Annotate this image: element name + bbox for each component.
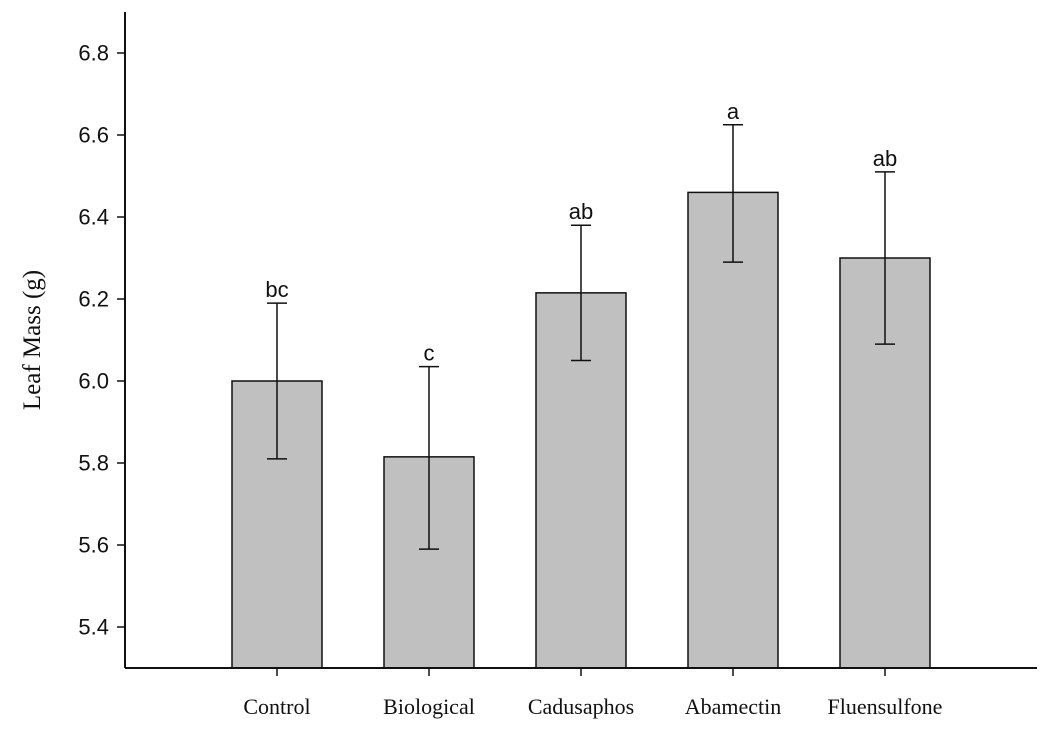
x-ticks-group: Control Biological Cadusaphos Abamectin Flue… <box>243 668 942 719</box>
y-tick-label: 6.4 <box>78 205 109 230</box>
significance-labels-group: bc c ab a ab <box>265 99 897 366</box>
significance-label-biological: c <box>424 341 435 366</box>
significance-label-abamectin: a <box>727 99 740 124</box>
error-bars-group <box>267 124 895 550</box>
y-ticks-group: 5.4 5.6 5.8 6.0 6.2 6.4 6.6 6.8 <box>78 41 125 640</box>
y-tick-label: 6.6 <box>78 123 109 148</box>
x-tick-label-control: Control <box>243 694 310 719</box>
y-tick-label: 5.6 <box>78 533 109 558</box>
significance-label-fluensulfone: ab <box>873 146 897 171</box>
y-tick-label: 5.4 <box>78 615 109 640</box>
x-tick-label-fluensulfone: Fluensulfone <box>828 694 943 719</box>
x-tick-label-biological: Biological <box>383 694 475 719</box>
x-tick-label-cadusaphos: Cadusaphos <box>528 694 634 719</box>
x-tick-label-abamectin: Abamectin <box>685 694 782 719</box>
y-tick-label: 6.2 <box>78 287 109 312</box>
y-tick-label: 5.8 <box>78 451 109 476</box>
y-tick-label: 6.8 <box>78 41 109 66</box>
significance-label-control: bc <box>265 277 288 302</box>
y-axis-title: Leaf Mass (g) <box>19 270 46 410</box>
significance-label-cadusaphos: ab <box>569 199 593 224</box>
bar-abamectin <box>687 191 779 669</box>
y-tick-label: 6.0 <box>78 369 109 394</box>
